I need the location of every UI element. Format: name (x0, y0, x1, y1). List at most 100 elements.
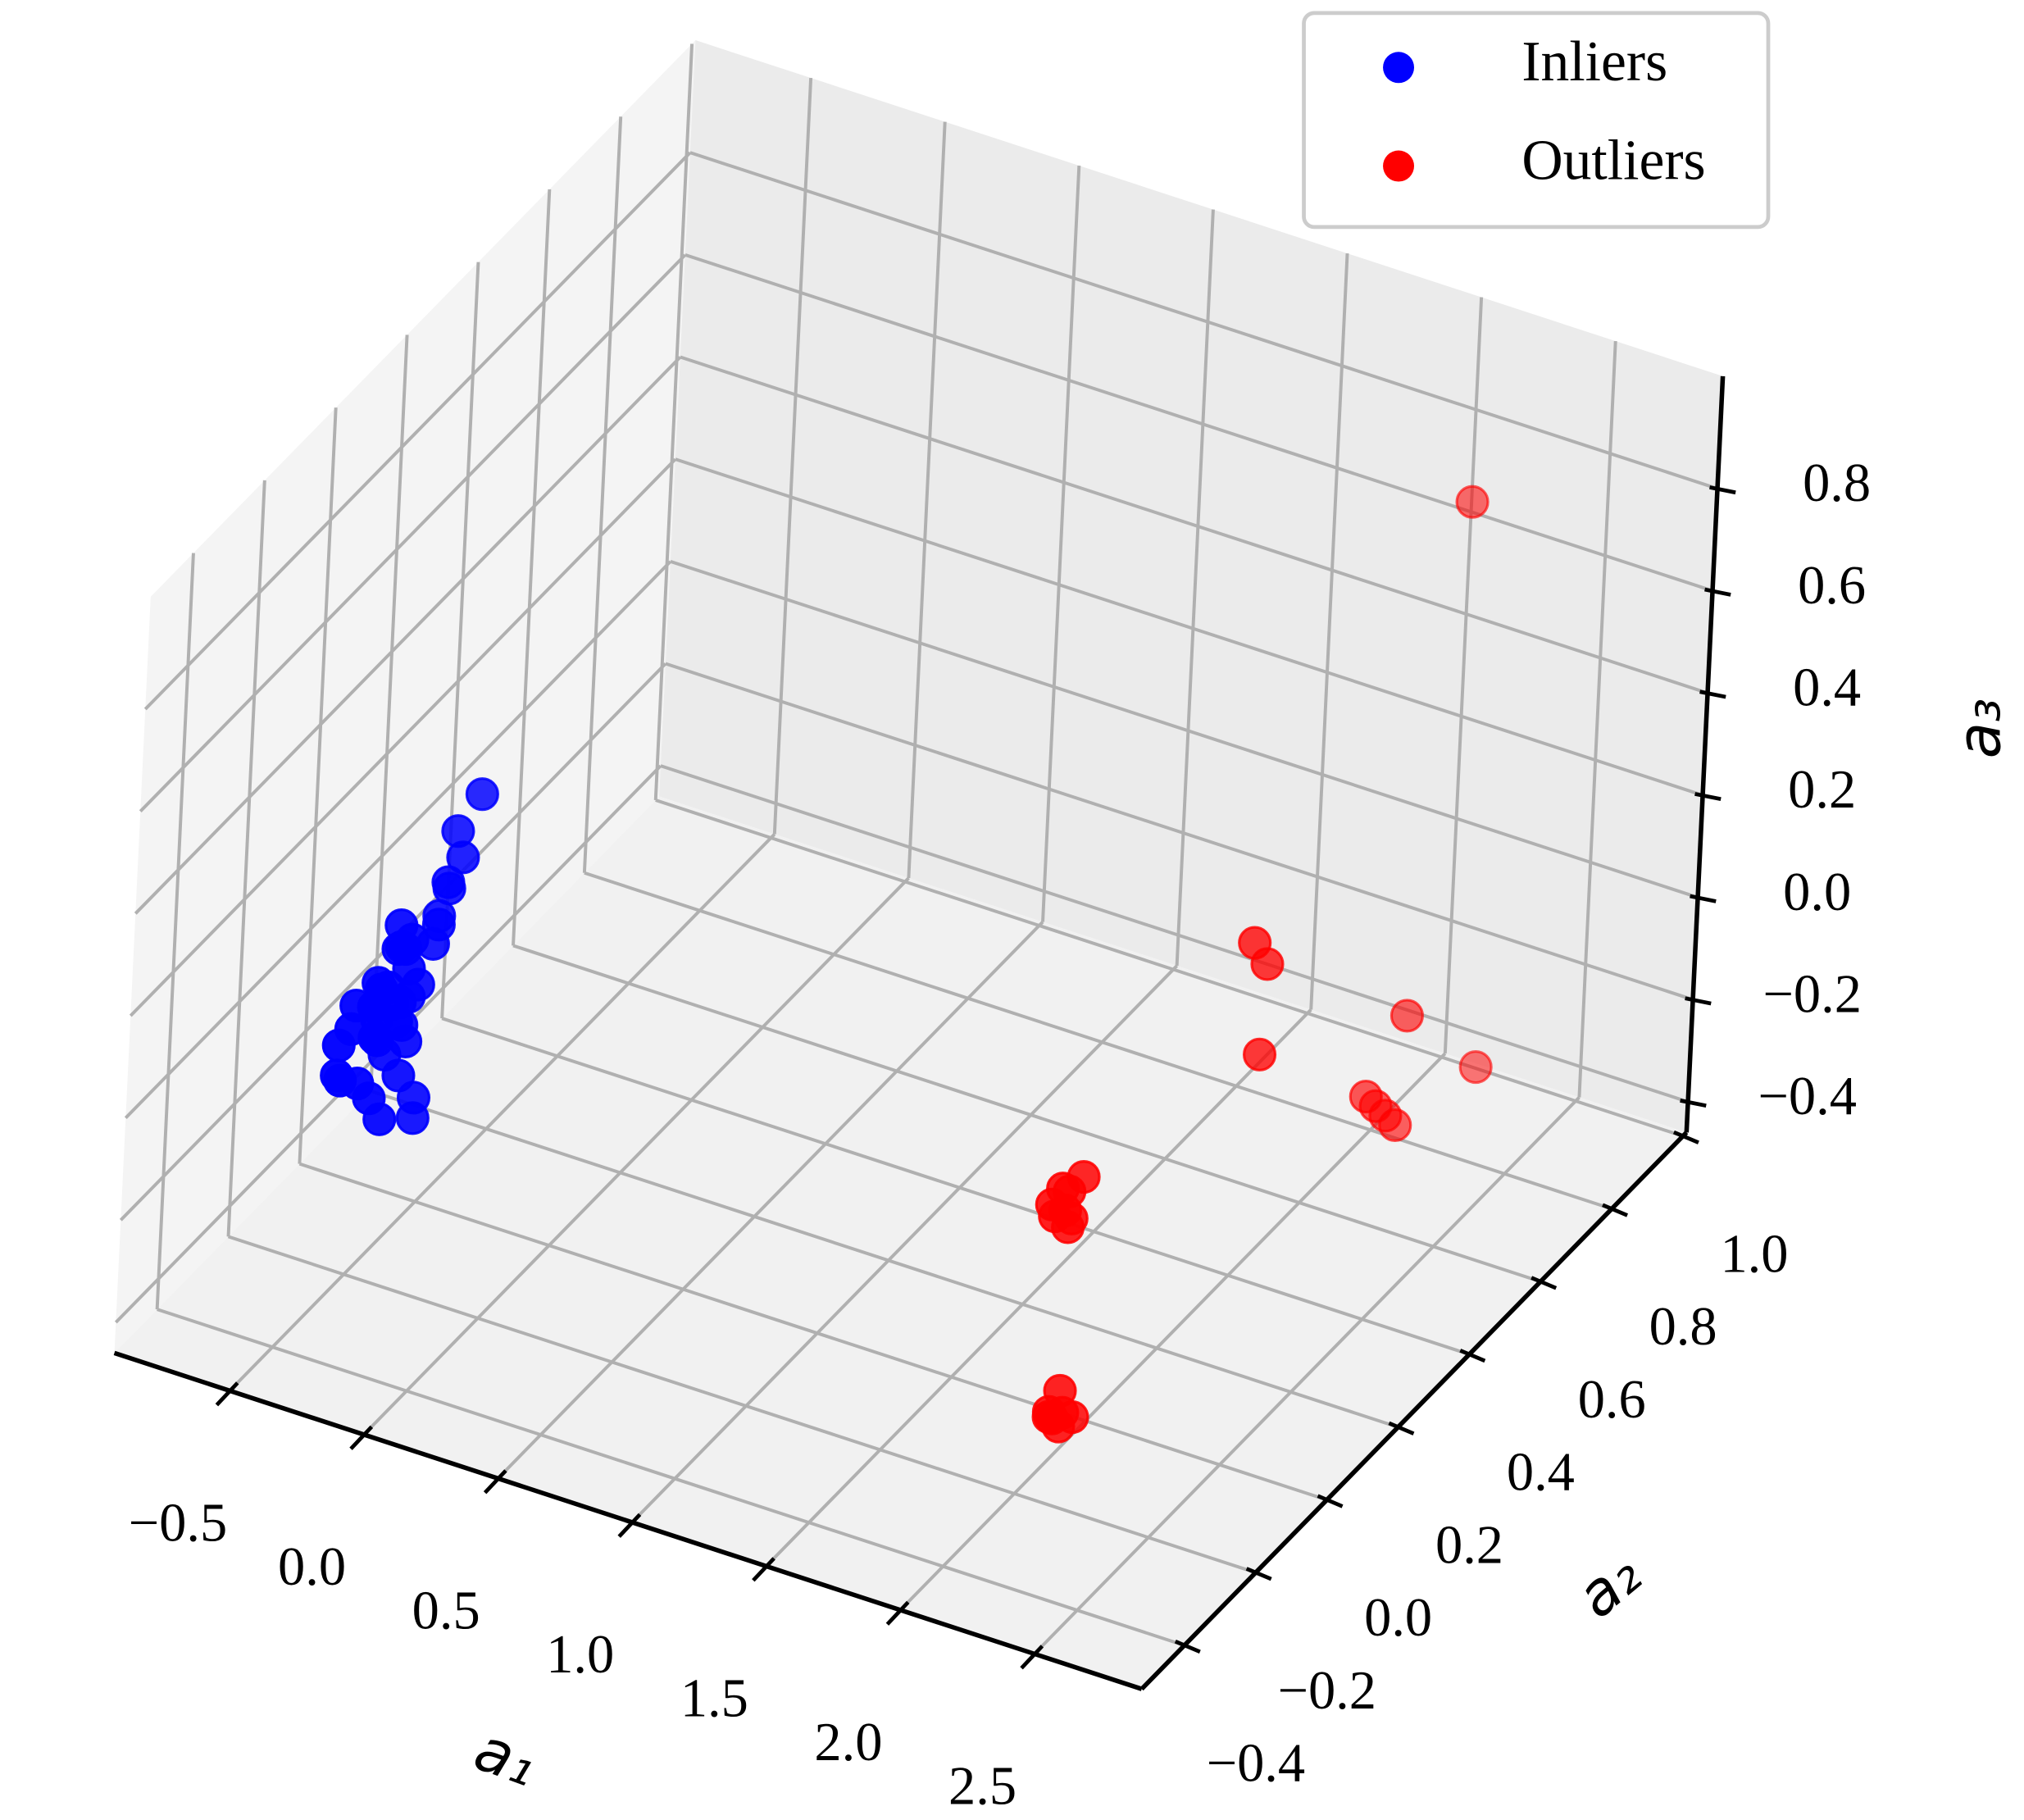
y-tick (1388, 1421, 1415, 1436)
grid-line (441, 1017, 1470, 1356)
grid-line (1041, 165, 1081, 922)
grid-line (655, 799, 1684, 1138)
grid-line (362, 876, 910, 1436)
grid-line (512, 189, 552, 946)
x-tick-label: 0.0 (278, 1537, 346, 1597)
y-tick-label: 0.8 (1649, 1297, 1717, 1357)
y-tick (1245, 1567, 1272, 1581)
axis-line (1684, 375, 1726, 1133)
x-tick (1020, 1645, 1044, 1670)
point (416, 926, 450, 961)
z-tick (1704, 587, 1731, 597)
y-tick-label: 0.2 (1435, 1515, 1503, 1575)
grid-line (630, 964, 1179, 1524)
grid-line (1577, 340, 1617, 1098)
grid-line (653, 43, 694, 801)
point (422, 899, 457, 933)
point (465, 777, 499, 812)
y-tick (1602, 1203, 1629, 1217)
grid-line (1309, 253, 1349, 1010)
axis-line (113, 1350, 1143, 1691)
point (389, 1024, 423, 1058)
x-tick-label: 1.5 (680, 1668, 748, 1728)
point (1390, 999, 1424, 1033)
grid-line (129, 457, 677, 1017)
point (362, 966, 396, 1000)
grid-line (1443, 297, 1484, 1054)
x-tick-label: 2.0 (814, 1713, 882, 1772)
z-tick (1709, 485, 1736, 495)
panes (114, 40, 1723, 1690)
grid-line (157, 1308, 1185, 1647)
grid-line (665, 662, 1694, 1002)
grid-line (675, 457, 1703, 797)
point (395, 1101, 430, 1135)
x-tick-label: −0.5 (129, 1493, 228, 1553)
z-tick (1699, 689, 1726, 699)
point (1378, 1108, 1412, 1143)
x-tick-label: 1.0 (546, 1625, 614, 1685)
z-tick (1694, 792, 1722, 802)
point (383, 985, 417, 1020)
x-tick (885, 1600, 910, 1626)
point (1054, 1201, 1089, 1235)
point (362, 1102, 397, 1136)
grid-line (155, 553, 195, 1310)
y-tick (1672, 1130, 1699, 1144)
y-tick-label: 0.0 (1364, 1588, 1432, 1648)
legend-label: Inliers (1521, 30, 1667, 93)
point (339, 989, 374, 1023)
x-tick-label: 0.5 (412, 1581, 480, 1640)
pane-floor (114, 796, 1687, 1690)
legend: Inliers Outliers (1302, 11, 1771, 230)
pane-back (659, 40, 1723, 1133)
grid-line (139, 253, 687, 813)
grid-line (772, 77, 813, 835)
y-tick (1317, 1494, 1344, 1508)
point (1242, 1037, 1277, 1072)
point (1041, 1409, 1076, 1444)
grid-line (660, 764, 1689, 1103)
z-tick-label: 0.0 (1783, 862, 1851, 922)
x-tick-label: 2.5 (948, 1756, 1017, 1816)
y-tick-label: 1.0 (1720, 1224, 1788, 1284)
point (1067, 1160, 1101, 1194)
legend-box (1302, 11, 1771, 230)
grid-line (582, 116, 623, 873)
z-tick-label: 0.4 (1793, 658, 1861, 718)
grid-line (680, 355, 1708, 695)
grid-line (134, 356, 682, 915)
point (1250, 947, 1285, 981)
grid-line (765, 1008, 1312, 1567)
grid-line (298, 407, 338, 1164)
grid-line (670, 559, 1699, 899)
z-tick-label: −0.2 (1762, 965, 1862, 1025)
x-axis-label: a₁ (466, 1714, 546, 1800)
y-tick-label: −0.4 (1207, 1734, 1306, 1794)
z-tick-label: 0.8 (1803, 453, 1871, 513)
z-axis-label: a₃ (1945, 698, 2015, 759)
points (320, 485, 1493, 1444)
y-tick-label: 0.4 (1507, 1443, 1575, 1503)
legend-marker (1383, 150, 1415, 182)
x-tick (617, 1513, 642, 1538)
grid-line (512, 944, 1541, 1284)
grid-line (584, 871, 1612, 1211)
z-tick-label: 0.6 (1798, 556, 1866, 616)
grid-line (143, 151, 692, 711)
z-tick (1690, 894, 1717, 903)
point (1455, 485, 1490, 519)
y-tick-label: −0.2 (1277, 1661, 1376, 1721)
grid-line (370, 1090, 1399, 1429)
y-tick (1531, 1276, 1558, 1290)
pane-left (114, 40, 696, 1354)
x-tick (349, 1425, 374, 1450)
grid-line (228, 833, 776, 1392)
x-tick (752, 1557, 775, 1582)
grid-line (1175, 209, 1215, 967)
y-tick-label: 0.6 (1578, 1370, 1646, 1430)
point (323, 1063, 357, 1098)
x-tick (483, 1469, 507, 1495)
